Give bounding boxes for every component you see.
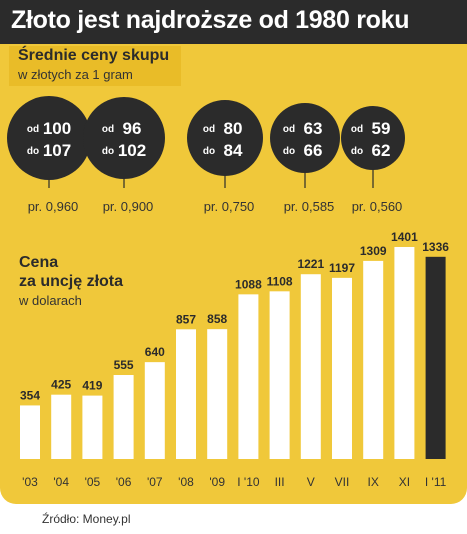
price-to-label: do — [27, 146, 39, 157]
bar-value-label: 1197 — [329, 261, 355, 275]
purity-label: pr. 0,750 — [204, 199, 255, 214]
purchase-prices-unit: w złotych za 1 gram — [18, 67, 133, 82]
x-tick-label: XI — [399, 475, 410, 489]
price-circle — [187, 100, 263, 176]
price-from-label: od — [27, 124, 39, 135]
bar — [51, 394, 72, 459]
bar-value-label: 354 — [20, 388, 40, 402]
price-circle — [341, 106, 405, 170]
x-tick-label: V — [307, 475, 315, 489]
bar-value-label: 857 — [176, 312, 196, 326]
x-tick-label: '07 — [147, 475, 163, 489]
price-circle — [83, 97, 165, 179]
bar — [269, 291, 290, 459]
purity-label: pr. 0,560 — [352, 199, 403, 214]
source-note: Źródło: Money.pl — [42, 512, 131, 526]
title-bar: Złoto jest najdroższe od 1980 roku — [0, 0, 467, 44]
bar-value-label: 1108 — [267, 274, 293, 288]
price-to-label: do — [283, 146, 295, 157]
price-from-value: 59 — [372, 119, 391, 138]
bar — [394, 246, 415, 459]
bar-value-label: 425 — [51, 378, 71, 392]
price-from-label: od — [351, 124, 363, 135]
bar — [238, 294, 259, 459]
bar-value-label: 419 — [82, 379, 102, 393]
price-to-value: 62 — [372, 141, 391, 160]
x-tick-label: VII — [335, 475, 350, 489]
bar-value-label: 858 — [207, 312, 227, 326]
bar — [113, 375, 134, 459]
x-tick-label: '06 — [116, 475, 132, 489]
bar — [425, 256, 446, 459]
price-from-label: od — [203, 124, 215, 135]
bar-value-label: 555 — [114, 358, 134, 372]
purity-label: pr. 0,585 — [284, 199, 335, 214]
chart-unit-label: w dolarach — [19, 293, 82, 308]
price-from-label: od — [102, 124, 114, 135]
chart-title-line-1: Cena — [19, 254, 59, 271]
x-tick-label: III — [275, 475, 285, 489]
price-to-value: 102 — [118, 141, 146, 160]
purity-label: pr. 0,900 — [103, 199, 154, 214]
x-tick-label: IX — [368, 475, 379, 489]
price-to-label: do — [102, 146, 114, 157]
page-title: Złoto jest najdroższe od 1980 roku — [11, 6, 410, 34]
bar-value-label: 1221 — [297, 257, 324, 271]
x-tick-label: '08 — [178, 475, 194, 489]
bar-value-label: 1401 — [391, 230, 418, 244]
bar-value-label: 1309 — [360, 244, 387, 258]
x-tick-label: I '10 — [237, 475, 260, 489]
price-from-value: 63 — [304, 119, 323, 138]
bar — [363, 260, 384, 459]
bar — [176, 329, 196, 459]
price-to-value: 66 — [304, 141, 323, 160]
price-circle — [270, 103, 340, 173]
bar — [144, 362, 165, 459]
x-tick-label: '04 — [53, 475, 69, 489]
bar — [207, 329, 228, 459]
price-from-value: 96 — [123, 119, 142, 138]
bar — [20, 405, 40, 459]
price-from-value: 100 — [43, 119, 71, 138]
bar — [82, 395, 103, 459]
bar — [332, 277, 352, 459]
purity-label: pr. 0,960 — [28, 199, 79, 214]
price-from-value: 80 — [224, 119, 243, 138]
purchase-prices-title: Średnie ceny skupu — [18, 47, 170, 64]
subtitle-highlight — [9, 46, 181, 86]
price-from-label: od — [283, 124, 295, 135]
bar — [300, 274, 321, 459]
price-circle — [7, 96, 91, 180]
bar-value-label: 1336 — [422, 240, 449, 254]
x-tick-label: '05 — [85, 475, 101, 489]
price-to-value: 84 — [224, 141, 243, 160]
bar-value-label: 640 — [145, 345, 165, 359]
chart-title-line-2: za uncję złota — [19, 273, 124, 290]
price-to-label: do — [203, 146, 215, 157]
price-to-label: do — [351, 146, 363, 157]
x-tick-label: I '11 — [425, 475, 447, 489]
x-tick-label: '03 — [22, 475, 38, 489]
x-tick-label: '09 — [209, 475, 225, 489]
bar-value-label: 1088 — [235, 277, 262, 291]
price-to-value: 107 — [43, 141, 71, 160]
